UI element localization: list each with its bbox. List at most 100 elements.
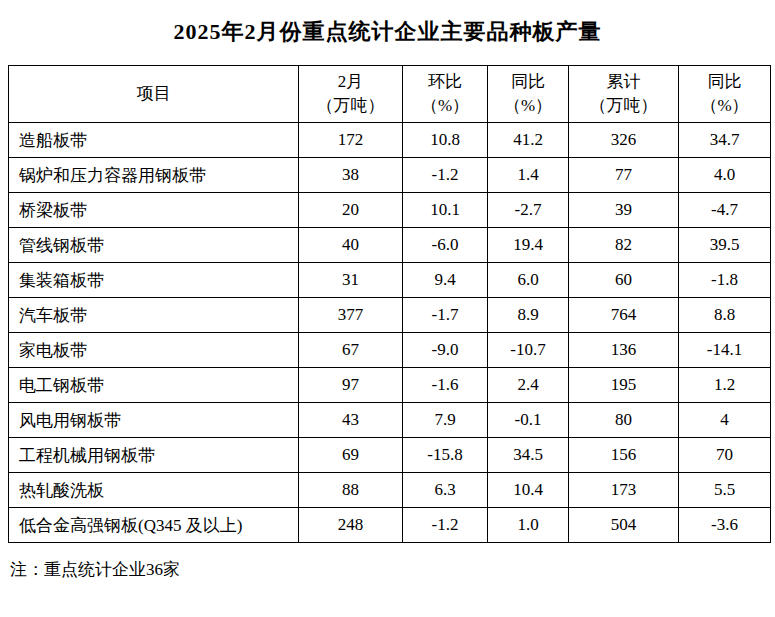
cell-yoy: -2.7 (488, 193, 569, 228)
cell-cum-yoy: -3.6 (679, 508, 771, 543)
cell-cum-yoy: -1.8 (679, 263, 771, 298)
cell-cum: 504 (569, 508, 679, 543)
cell-yoy: 1.4 (488, 158, 569, 193)
row-label: 家电板带 (9, 333, 299, 368)
cell-mom: 9.4 (403, 263, 488, 298)
cell-mom: 6.3 (403, 473, 488, 508)
cell-cum-yoy: -4.7 (679, 193, 771, 228)
cell-yoy: 1.0 (488, 508, 569, 543)
col-header-cum-yoy: 同比 （%） (679, 66, 771, 123)
cell-cum: 326 (569, 123, 679, 158)
cell-feb: 67 (299, 333, 403, 368)
cell-cum-yoy: 39.5 (679, 228, 771, 263)
row-label: 低合金高强钢板(Q345 及以上) (9, 508, 299, 543)
row-label: 桥梁板带 (9, 193, 299, 228)
cell-mom: -1.6 (403, 368, 488, 403)
table-row: 集装箱板带 31 9.4 6.0 60 -1.8 (9, 263, 771, 298)
table-row: 风电用钢板带 43 7.9 -0.1 80 4 (9, 403, 771, 438)
row-label: 锅炉和压力容器用钢板带 (9, 158, 299, 193)
col-header-feb: 2月 （万吨） (299, 66, 403, 123)
page-title: 2025年2月份重点统计企业主要品种板产量 (0, 0, 775, 47)
row-label: 电工钢板带 (9, 368, 299, 403)
table-row: 低合金高强钢板(Q345 及以上) 248 -1.2 1.0 504 -3.6 (9, 508, 771, 543)
row-label: 造船板带 (9, 123, 299, 158)
cell-cum: 173 (569, 473, 679, 508)
col-header-yoy: 同比 （%） (488, 66, 569, 123)
cell-cum-yoy: 5.5 (679, 473, 771, 508)
cell-cum-yoy: 4 (679, 403, 771, 438)
cell-feb: 248 (299, 508, 403, 543)
cell-cum: 80 (569, 403, 679, 438)
cell-cum-yoy: 1.2 (679, 368, 771, 403)
row-label: 热轧酸洗板 (9, 473, 299, 508)
footnote: 注：重点统计企业36家 (10, 558, 775, 581)
header-unit: （%） (488, 94, 568, 118)
cell-yoy: -0.1 (488, 403, 569, 438)
cell-feb: 38 (299, 158, 403, 193)
cell-cum-yoy: -14.1 (679, 333, 771, 368)
col-header-mom: 环比 （%） (403, 66, 488, 123)
header-row: 项目 2月 （万吨） 环比 （%） 同比 （%） 累计 （万吨） (9, 66, 771, 123)
cell-mom: -1.2 (403, 508, 488, 543)
row-label: 工程机械用钢板带 (9, 438, 299, 473)
header-line: 累计 (569, 70, 678, 94)
row-label: 汽车板带 (9, 298, 299, 333)
row-label: 集装箱板带 (9, 263, 299, 298)
cell-yoy: 34.5 (488, 438, 569, 473)
cell-cum: 764 (569, 298, 679, 333)
cell-feb: 43 (299, 403, 403, 438)
cell-yoy: 19.4 (488, 228, 569, 263)
header-unit: （万吨） (569, 94, 678, 118)
cell-feb: 20 (299, 193, 403, 228)
report-page: 2025年2月份重点统计企业主要品种板产量 项目 2月 （万吨） 环比 （%） (0, 0, 775, 617)
table-row: 家电板带 67 -9.0 -10.7 136 -14.1 (9, 333, 771, 368)
cell-mom: -1.2 (403, 158, 488, 193)
cell-mom: -6.0 (403, 228, 488, 263)
cell-cum: 77 (569, 158, 679, 193)
header-line: 2月 (299, 70, 402, 94)
cell-feb: 377 (299, 298, 403, 333)
cell-yoy: 41.2 (488, 123, 569, 158)
cell-feb: 31 (299, 263, 403, 298)
cell-feb: 97 (299, 368, 403, 403)
cell-cum-yoy: 34.7 (679, 123, 771, 158)
cell-cum: 60 (569, 263, 679, 298)
cell-yoy: -10.7 (488, 333, 569, 368)
cell-mom: -1.7 (403, 298, 488, 333)
cell-feb: 69 (299, 438, 403, 473)
cell-cum-yoy: 4.0 (679, 158, 771, 193)
header-unit: （%） (403, 94, 487, 118)
cell-yoy: 10.4 (488, 473, 569, 508)
row-label: 管线钢板带 (9, 228, 299, 263)
table-row: 热轧酸洗板 88 6.3 10.4 173 5.5 (9, 473, 771, 508)
table-body: 造船板带 172 10.8 41.2 326 34.7 锅炉和压力容器用钢板带 … (9, 123, 771, 543)
col-header-item: 项目 (9, 66, 299, 123)
table-row: 电工钢板带 97 -1.6 2.4 195 1.2 (9, 368, 771, 403)
header-line: 同比 (488, 70, 568, 94)
cell-feb: 172 (299, 123, 403, 158)
header-line: 同比 (679, 70, 770, 94)
table-row: 造船板带 172 10.8 41.2 326 34.7 (9, 123, 771, 158)
table-row: 工程机械用钢板带 69 -15.8 34.5 156 70 (9, 438, 771, 473)
cell-cum: 82 (569, 228, 679, 263)
row-label: 风电用钢板带 (9, 403, 299, 438)
cell-cum: 195 (569, 368, 679, 403)
table-row: 锅炉和压力容器用钢板带 38 -1.2 1.4 77 4.0 (9, 158, 771, 193)
header-line: 环比 (403, 70, 487, 94)
cell-cum: 156 (569, 438, 679, 473)
cell-cum-yoy: 8.8 (679, 298, 771, 333)
cell-yoy: 6.0 (488, 263, 569, 298)
cell-mom: 10.1 (403, 193, 488, 228)
cell-feb: 88 (299, 473, 403, 508)
col-header-cum: 累计 （万吨） (569, 66, 679, 123)
cell-yoy: 8.9 (488, 298, 569, 333)
cell-mom: 10.8 (403, 123, 488, 158)
header-unit: （%） (679, 94, 770, 118)
table-row: 管线钢板带 40 -6.0 19.4 82 39.5 (9, 228, 771, 263)
cell-cum: 136 (569, 333, 679, 368)
cell-cum-yoy: 70 (679, 438, 771, 473)
table-row: 汽车板带 377 -1.7 8.9 764 8.8 (9, 298, 771, 333)
table-row: 桥梁板带 20 10.1 -2.7 39 -4.7 (9, 193, 771, 228)
cell-cum: 39 (569, 193, 679, 228)
cell-mom: -9.0 (403, 333, 488, 368)
